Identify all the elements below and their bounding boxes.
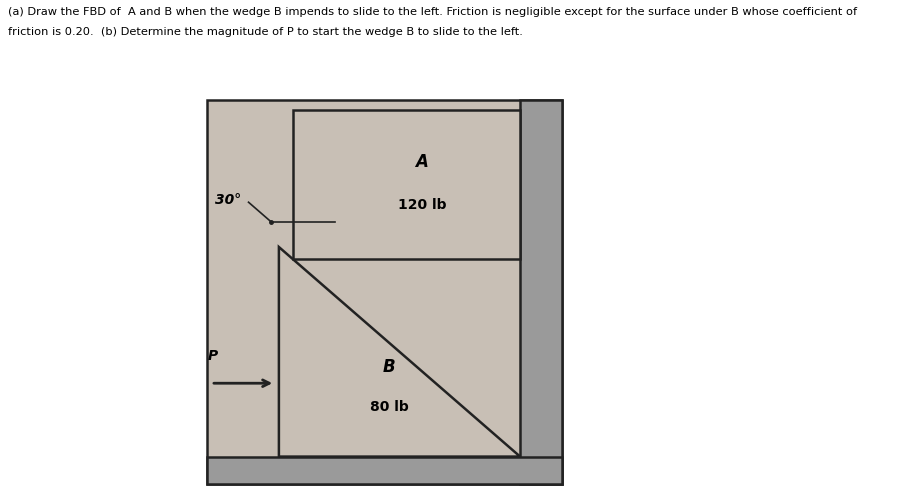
FancyBboxPatch shape: [208, 100, 561, 484]
Text: A: A: [415, 153, 428, 171]
Text: 80 lb: 80 lb: [370, 400, 409, 414]
FancyBboxPatch shape: [520, 100, 561, 484]
Text: friction is 0.20.  (b) Determine the magnitude of P to start the wedge B to slid: friction is 0.20. (b) Determine the magn…: [7, 27, 522, 37]
Text: (a) Draw the FBD of  A and B when the wedge B impends to slide to the left. Fric: (a) Draw the FBD of A and B when the wed…: [7, 7, 857, 17]
Polygon shape: [278, 247, 520, 457]
Text: B: B: [383, 358, 395, 376]
Text: P: P: [208, 349, 218, 363]
Text: 30°: 30°: [215, 193, 241, 207]
FancyBboxPatch shape: [208, 457, 561, 484]
Text: 120 lb: 120 lb: [397, 198, 446, 212]
FancyBboxPatch shape: [293, 110, 520, 259]
